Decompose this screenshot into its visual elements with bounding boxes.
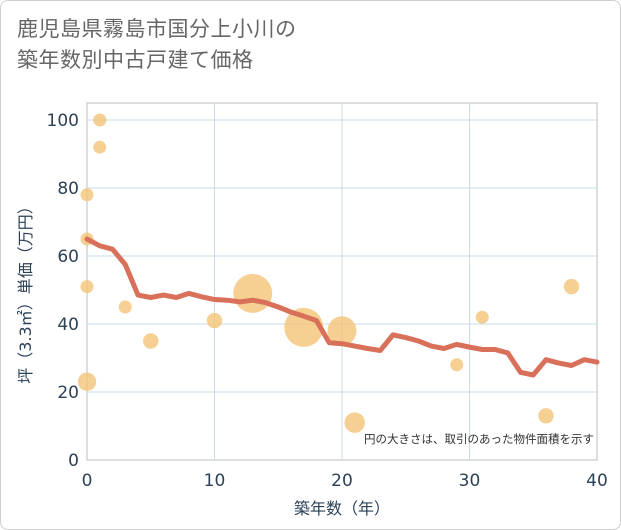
scatter-point [344, 412, 366, 433]
axis-ticks: 0 20 40 60 80 100 0 10 20 30 40 [47, 111, 608, 491]
y-tick-label: 20 [57, 383, 79, 403]
chart-title-line2: 築年数別中古戸建て価格 [17, 48, 254, 72]
y-axis-title: 坪（3.3㎡）単価（万円） [16, 198, 35, 383]
size-note: 円の大きさは、取引のあった物件面積を示す [364, 432, 594, 446]
scatter-point [80, 280, 94, 294]
scatter-point [233, 273, 273, 313]
scatter-point [93, 140, 107, 154]
scatter-point [450, 358, 464, 372]
scatter-point [327, 316, 357, 346]
x-tick-label: 0 [82, 471, 93, 491]
y-tick-label: 100 [47, 111, 79, 131]
scatter-point [206, 312, 223, 329]
y-tick-label: 80 [57, 179, 79, 199]
scatter-point [538, 408, 554, 424]
scatter-point [475, 310, 489, 324]
scatter-point [93, 113, 107, 127]
chart-title-line1: 鹿児島県霧島市国分上小川の [17, 17, 297, 41]
trend-line [84, 236, 600, 378]
chart-title: 鹿児島県霧島市国分上小川の 築年数別中古戸建て価格 [17, 14, 297, 76]
scatter-point [563, 278, 580, 295]
scatter-point [80, 188, 94, 202]
trend-line-group [84, 236, 600, 378]
y-tick-label: 60 [57, 247, 79, 267]
grid-lines [87, 103, 597, 460]
x-axis-title: 築年数（年） [294, 499, 390, 518]
scatter-point [118, 300, 132, 314]
x-tick-label: 40 [586, 471, 608, 491]
y-tick-label: 40 [57, 315, 79, 335]
x-tick-label: 10 [204, 471, 226, 491]
scatter-point [143, 333, 159, 349]
x-tick-label: 20 [331, 471, 353, 491]
scatter-point [77, 372, 97, 391]
y-tick-label: 0 [68, 451, 79, 471]
x-tick-label: 30 [459, 471, 481, 491]
